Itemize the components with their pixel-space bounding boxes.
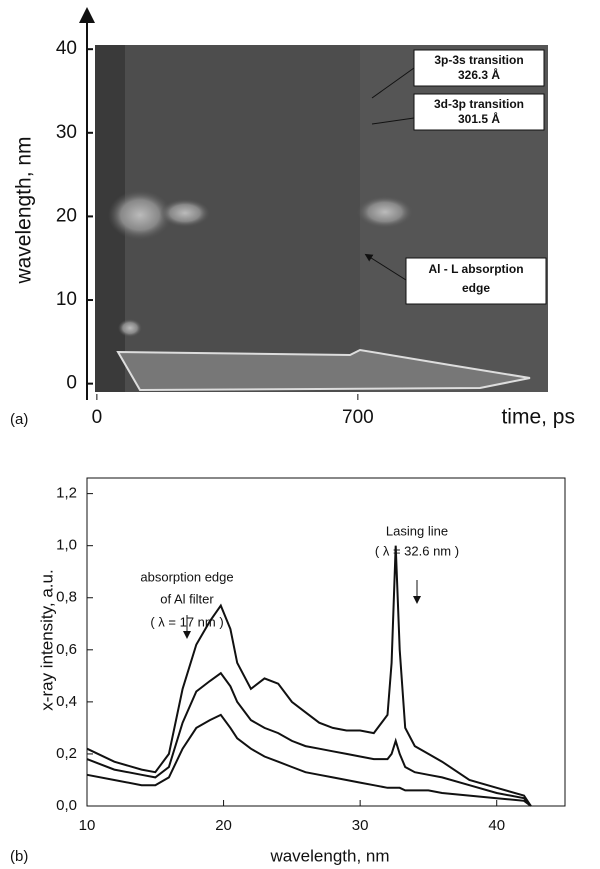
panel-label: (b): [10, 848, 28, 865]
panel-label: (a): [10, 411, 28, 428]
annotation: 326.3 Å: [458, 67, 500, 82]
x-tick-label: 20: [215, 817, 232, 834]
x-tick-label: 40: [488, 817, 505, 834]
plot-frame: [86, 477, 566, 807]
x-tick-label: 0: [92, 407, 103, 428]
annotation-pointer: [371, 117, 415, 125]
x-tick-label: 10: [79, 817, 96, 834]
x-tick-label: 700: [342, 407, 374, 428]
annotation: 301.5 Å: [458, 111, 500, 126]
annotation-pointer: [371, 67, 415, 99]
y-axis-label: x-ray intensity, a.u.: [37, 569, 56, 710]
y-tick-label: 0: [66, 373, 77, 394]
y-tick-label: 30: [56, 122, 77, 143]
annotation: 3p-3s transition: [434, 53, 523, 67]
y-tick-label: 1,2: [56, 485, 77, 502]
annotation: absorption edge: [140, 569, 233, 584]
series-line: [86, 713, 532, 807]
annotation-box: [413, 93, 545, 131]
annotation: 3d-3p transition: [434, 97, 524, 111]
annotation: of Al filter: [160, 591, 214, 606]
annotation: edge: [462, 281, 490, 295]
x-axis-label: time, ps: [501, 406, 575, 429]
annotation: ( λ = 17 nm ): [150, 614, 223, 629]
annotation: Lasing line: [386, 523, 448, 538]
y-tick-label: 0,8: [56, 589, 77, 606]
y-tick-label: 20: [56, 205, 77, 226]
y-tick-label: 0,4: [56, 693, 77, 710]
annotation: Al - L absorption: [428, 262, 523, 276]
annotation-box: [405, 257, 547, 305]
y-tick-label: 0,6: [56, 641, 77, 658]
y-tick-label: 0,0: [56, 797, 77, 814]
y-tick-label: 10: [56, 289, 77, 310]
x-axis-label: wavelength, nm: [269, 846, 389, 865]
y-tick-label: 0,2: [56, 745, 77, 762]
annotation-pointer: [364, 253, 407, 281]
y-tick-label: 40: [56, 38, 77, 59]
x-tick-label: 30: [352, 817, 369, 834]
series-line: [86, 671, 532, 807]
annotation-box: [413, 49, 545, 87]
annotation: ( λ = 32.6 nm ): [375, 543, 459, 558]
series-line: [86, 545, 532, 807]
y-tick-label: 1,0: [56, 537, 77, 554]
y-axis-label: wavelength, nm: [13, 136, 36, 284]
